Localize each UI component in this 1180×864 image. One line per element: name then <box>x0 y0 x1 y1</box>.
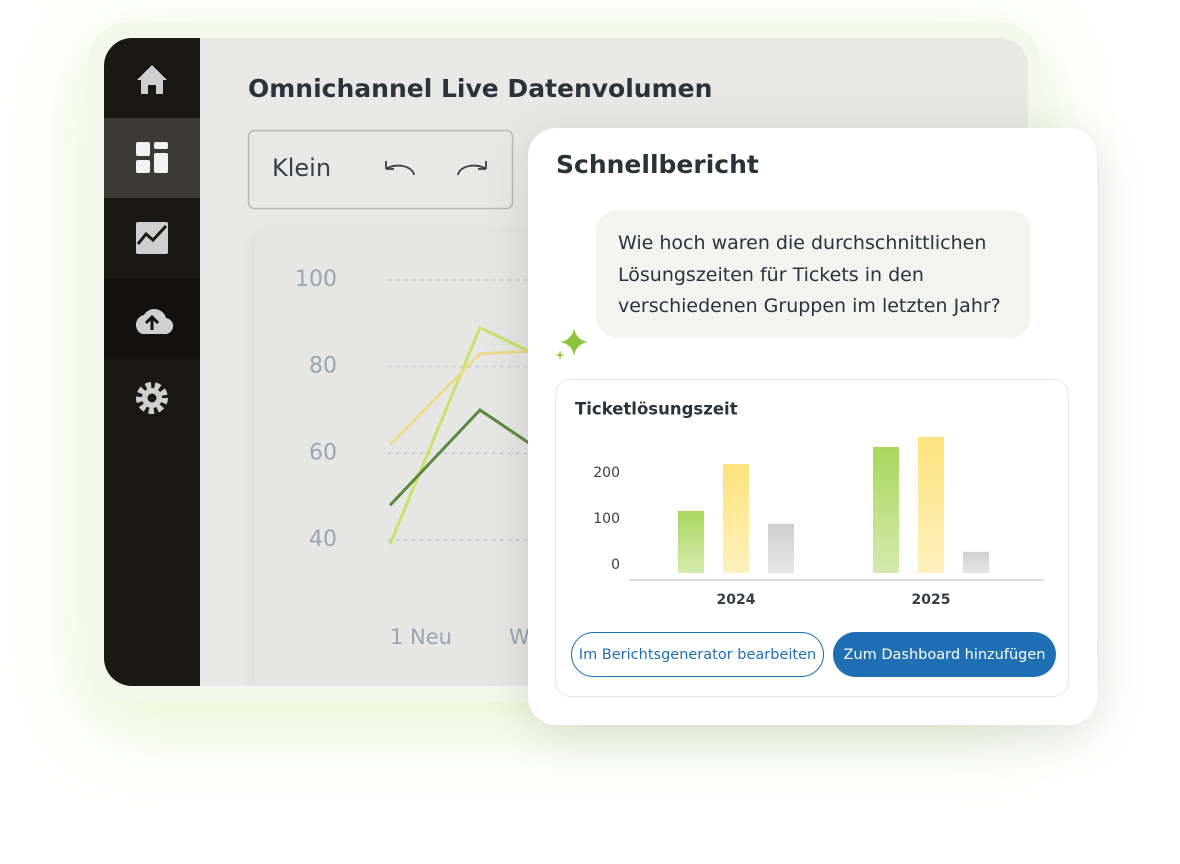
dashboard-title: Omnichannel Live Datenvolumen <box>248 74 712 103</box>
report-card: Ticketlösungszeit 0 100 200 2024 2025 Im Ber… <box>555 379 1069 697</box>
y-tick-label: 200 <box>593 465 620 481</box>
y-tick-label: 0 <box>611 557 620 573</box>
nav-active[interactable] <box>104 118 200 198</box>
report-panel: Schnellbericht Wie hoch waren die durchs… <box>528 128 1097 725</box>
x-tick-label: 1 Neu <box>390 625 452 649</box>
bar <box>873 446 899 573</box>
home-icon[interactable] <box>137 65 167 94</box>
bar <box>918 436 944 573</box>
size-select[interactable]: Klein <box>272 154 331 182</box>
add-button[interactable]: Zum Dashboard hinzufügen <box>833 632 1056 677</box>
bar <box>963 551 989 573</box>
y-tick-label: 80 <box>309 354 337 379</box>
redo-icon[interactable] <box>457 161 487 176</box>
bar <box>678 510 704 573</box>
report-title: Schnellbericht <box>556 150 759 179</box>
question-line: Lösungszeiten für Tickets in den <box>618 263 924 286</box>
undo-icon[interactable] <box>385 161 415 176</box>
bar <box>768 523 794 573</box>
chart-title: Ticketlösungszeit <box>575 400 738 419</box>
edit-button[interactable]: Im Berichtsgenerator bearbeiten <box>571 632 824 677</box>
chart-icon[interactable] <box>136 222 168 254</box>
x-tick-label: W <box>509 625 530 649</box>
upload-arrow <box>144 314 160 330</box>
y-tick-label: 100 <box>295 267 337 292</box>
y-tick-label: 100 <box>593 511 620 527</box>
sparkle-icon <box>555 328 588 360</box>
y-tick-label: 60 <box>309 440 337 465</box>
x-tick-label: 2024 <box>717 592 756 608</box>
toolbar <box>247 129 514 210</box>
settings-icon[interactable] <box>136 382 168 414</box>
question-line: verschiedenen Gruppen im letzten Jahr? <box>618 295 1001 317</box>
x-tick-label: 2025 <box>912 592 951 608</box>
question-line: Wie hoch waren die durchschnittlichen <box>618 232 987 254</box>
dashboard-icon[interactable] <box>136 142 168 173</box>
y-tick-label: 40 <box>309 527 337 552</box>
bar <box>723 463 749 573</box>
question-bubble: Wie hoch waren die durchschnittlichen Lö… <box>596 210 1031 338</box>
bar-chart: Ticketlösungszeit 0 100 200 2024 2025 <box>575 400 1044 608</box>
